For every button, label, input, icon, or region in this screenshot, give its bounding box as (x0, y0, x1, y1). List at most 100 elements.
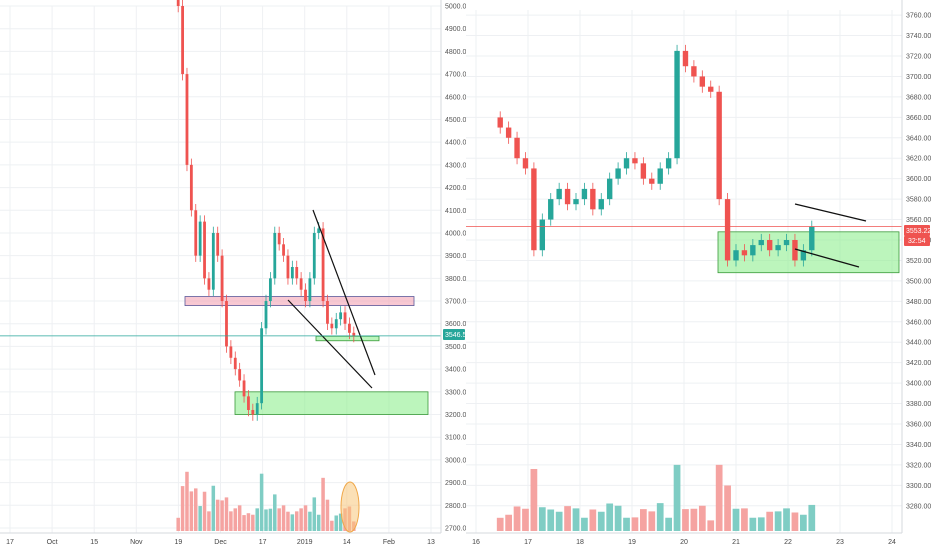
volume-bar (538, 507, 546, 531)
volume-bar (766, 511, 774, 531)
candle-up (775, 245, 781, 251)
volume-bar (640, 509, 647, 531)
volume-bar (690, 508, 698, 531)
left-price-axis: 5000.0 4900.0 4800.0 4700.0 4600.0 4500.0 4400… (445, 4, 467, 533)
candle-down (225, 301, 228, 347)
candle-down (724, 199, 731, 261)
x-tick-label: 13 (427, 539, 435, 546)
x-tick-label: 23 (836, 539, 844, 546)
candle-down (233, 357, 237, 370)
candle-down (766, 240, 773, 251)
right-trendline-upper (794, 203, 867, 222)
left-chart-panel: 5000.0 4900.0 4800.0 4700.0 4600.0 4500.0 4400… (0, 0, 467, 546)
volume-bar (264, 509, 268, 531)
left-trendline-upper (312, 209, 376, 376)
x-tick-label: 16 (472, 539, 480, 546)
x-tick-label: 17 (524, 539, 532, 546)
volume-bar (202, 491, 207, 531)
candle-down (242, 380, 246, 397)
volume-bar (682, 509, 689, 531)
volume-bar (673, 464, 681, 531)
candle-down (343, 312, 347, 324)
right-candles (497, 44, 815, 267)
y-tick-label: 3000.0 (445, 457, 467, 464)
volume-bar (273, 494, 277, 531)
volume-bar (220, 500, 224, 531)
candle-up (657, 168, 663, 184)
y-tick-label: 3680.00 (906, 94, 931, 101)
candle-up (260, 328, 264, 404)
volume-bar (513, 506, 521, 531)
candle-up (733, 250, 739, 261)
candle-up (290, 267, 294, 279)
volume-bar (229, 511, 233, 531)
y-tick-label: 3400.00 (906, 381, 931, 388)
volume-bar (268, 508, 273, 531)
y-tick-label: 3640.00 (906, 135, 931, 142)
candle-down (321, 228, 325, 302)
candle-down (699, 76, 706, 87)
candle-down (348, 323, 351, 333)
volume-bar (715, 464, 723, 531)
volume-bar (185, 471, 189, 531)
y-tick-label: 3760.00 (906, 13, 931, 20)
y-tick-label: 4300.0 (445, 162, 467, 169)
candle-down (708, 86, 714, 92)
volume-bar (707, 520, 715, 531)
candle-down (295, 267, 299, 279)
y-tick-label: 3380.00 (906, 401, 931, 408)
y-tick-label: 3900.0 (445, 253, 467, 260)
y-tick-label: 5000.0 (445, 4, 467, 11)
right-last-price-badge: 3553.22 32:54 (904, 225, 931, 246)
volume-bar (564, 506, 571, 531)
volume-bar (698, 505, 706, 531)
volume-bar (631, 517, 639, 531)
x-tick-label: 17 (259, 539, 267, 546)
volume-bar (176, 517, 180, 531)
candle-up (317, 228, 321, 233)
right-trendline-lower (794, 248, 860, 268)
volume-bar (732, 508, 740, 531)
volume-bar (237, 505, 242, 531)
volume-bar (299, 508, 303, 531)
y-tick-label: 3500.0 (445, 344, 467, 351)
candle-down (203, 221, 206, 279)
left-trendline-lower (287, 299, 373, 389)
right-countdown-label: 32:54 (908, 238, 926, 245)
y-tick-label: 4800.0 (445, 49, 467, 56)
candle-up (750, 245, 756, 256)
candle-up (623, 158, 630, 169)
volume-bar (224, 497, 229, 531)
volume-bar (330, 520, 334, 531)
y-tick-label: 2800.0 (445, 503, 467, 510)
volume-bar (665, 517, 672, 531)
y-tick-label: 3440.00 (906, 340, 931, 347)
volume-bar (316, 514, 321, 531)
volume-bar (286, 511, 290, 531)
y-tick-label: 3320.00 (906, 462, 931, 469)
left-volume-bars (176, 471, 356, 531)
volume-bar (800, 514, 807, 531)
volume-bar (246, 513, 251, 531)
right-volume-bars (496, 464, 816, 531)
y-tick-label: 3600.00 (906, 176, 931, 183)
candle-down (189, 164, 193, 211)
volume-bar (614, 505, 622, 531)
volume-bar (242, 515, 246, 531)
candle-down (640, 163, 647, 179)
candle-down (741, 250, 748, 256)
x-tick-label: 15 (90, 539, 98, 546)
y-tick-label: 2700.0 (445, 526, 467, 533)
y-tick-label: 3700.0 (445, 299, 467, 306)
y-tick-label: 3620.00 (906, 156, 931, 163)
candle-down (251, 409, 255, 415)
y-tick-label: 3280.00 (906, 503, 931, 510)
volume-bar (211, 485, 216, 531)
right-grid (466, 10, 902, 533)
candle-up (539, 219, 546, 251)
right-last-price-label: 3553.22 (906, 228, 931, 235)
volume-bar (597, 511, 605, 531)
candle-down (326, 301, 329, 324)
candle-up (800, 250, 807, 261)
